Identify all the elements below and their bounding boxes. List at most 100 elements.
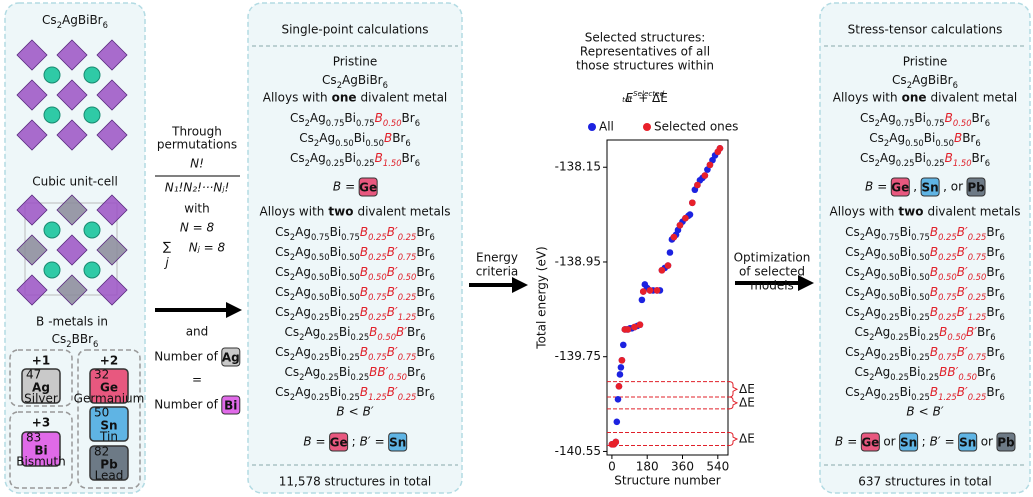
element-symbol: Ag xyxy=(295,385,311,399)
element-symbol: Cs xyxy=(42,13,57,27)
element-symbol: B xyxy=(72,332,80,346)
element-tile-box xyxy=(890,177,910,197)
element-symbol: B′ xyxy=(957,285,968,299)
element-number: 50 xyxy=(94,406,109,420)
element-symbol: Ag xyxy=(319,131,335,145)
y-axis-label: Total energy (eV) xyxy=(535,246,549,349)
element-symbol: Br xyxy=(416,285,429,299)
y-tick-label: -139.75 xyxy=(555,349,601,363)
formula: Cs2Ag0.75Bi0.75B0.25B′0.25Br6 xyxy=(845,225,1005,242)
element-card xyxy=(89,445,129,481)
panel-single-point xyxy=(247,2,463,494)
subscript: 0.25 xyxy=(968,232,987,242)
subscript: 0.25 xyxy=(896,158,915,168)
element-tile-symbol: Sn xyxy=(959,436,976,450)
subscript: 1.50 xyxy=(383,158,402,168)
atom xyxy=(83,66,101,84)
expression-text: = xyxy=(345,180,355,194)
expression-text: ; xyxy=(922,435,926,449)
element-symbol: Br xyxy=(986,385,999,399)
octahedron xyxy=(56,194,88,226)
subscript: 0.25 xyxy=(881,352,900,362)
expression-part: tot xyxy=(622,95,633,104)
element-symbol: B′ xyxy=(377,365,388,379)
subscript: 0.75 xyxy=(368,352,387,362)
subscript: 0.25 xyxy=(398,292,417,302)
subscript: 0.75 xyxy=(911,232,930,242)
element-symbol: B xyxy=(939,325,947,339)
element-symbol: Br xyxy=(416,225,429,239)
plot-frame xyxy=(606,139,729,456)
section-heading: divalent metal xyxy=(931,91,1018,105)
element-symbol: Cs xyxy=(275,305,290,319)
element-symbol: Bi xyxy=(900,225,912,239)
element-tile-box xyxy=(996,432,1016,452)
subscript: 0.25 xyxy=(911,392,930,402)
expression-text: < xyxy=(919,405,929,419)
element-symbol: Cs xyxy=(284,365,299,379)
label: = xyxy=(192,373,202,387)
subscript: 0.25 xyxy=(938,232,957,242)
element-symbol: Ag xyxy=(62,13,78,27)
subscript: 2 xyxy=(875,158,880,168)
section-heading: Alloys with xyxy=(263,91,328,105)
element-symbol: Br xyxy=(407,365,420,379)
formula: Cs2Ag0.25Bi0.25B0.25B′1.25Br6 xyxy=(845,305,1005,322)
subscript: 2 xyxy=(290,252,295,262)
subscript: 0.25 xyxy=(890,332,909,342)
plot-title: Selected structures: xyxy=(585,31,706,45)
element-symbol: B xyxy=(369,325,377,339)
label: j xyxy=(163,256,169,270)
y-tick-label: -138.15 xyxy=(555,160,601,174)
element-tile-box xyxy=(860,432,880,452)
subscript: 2 xyxy=(860,292,865,302)
subscript: 0.25 xyxy=(368,312,387,322)
data-point xyxy=(653,287,661,294)
expression-row: Alloys with one divalent metal xyxy=(833,91,1018,105)
subscript: 0.25 xyxy=(341,352,360,362)
element-tile-symbol: Sn xyxy=(922,181,939,195)
group-box xyxy=(77,349,141,489)
subscript: 0.50 xyxy=(377,332,396,342)
expression-text: = xyxy=(316,435,326,449)
element-name: Bismuth xyxy=(16,455,65,469)
subscript: 2 xyxy=(290,352,295,362)
subscript: 0.75 xyxy=(926,118,945,128)
subscript: 0.50 xyxy=(881,252,900,262)
element-symbol: Cs xyxy=(275,225,290,239)
element-symbol: B′ xyxy=(387,305,398,319)
panel-footer: 637 structures in total xyxy=(858,475,991,489)
expression-text: , xyxy=(913,180,917,194)
element-symbol: Ag xyxy=(310,151,326,165)
element-symbol: B′ xyxy=(387,245,398,259)
subscript: 6 xyxy=(415,158,420,168)
octahedron xyxy=(56,39,88,71)
element-tile-symbol: Ge xyxy=(861,436,879,450)
expression-text: B xyxy=(906,405,914,419)
section-heading: two xyxy=(898,205,923,219)
octahedron xyxy=(96,194,128,226)
element-symbol: B′ xyxy=(957,225,968,239)
x-tick-label: 360 xyxy=(671,460,694,474)
subscript: 6 xyxy=(430,232,435,242)
label: Energy xyxy=(476,251,518,265)
element-symbol: Ag xyxy=(889,131,905,145)
subscript: 0.50 xyxy=(905,138,924,148)
element-symbol: Bi xyxy=(928,73,940,87)
atom xyxy=(83,261,101,279)
plot-title: those structures within xyxy=(576,59,714,73)
label: with xyxy=(184,202,209,216)
formula: Cs2Ag0.25Bi0.25B1.50Br6 xyxy=(290,151,420,168)
element-symbol: Cs xyxy=(275,385,290,399)
element-symbol: Ag xyxy=(295,305,311,319)
data-point xyxy=(670,233,678,241)
element-symbol: Br xyxy=(402,111,415,125)
subscript: 2 xyxy=(860,252,865,262)
subscript: 0.75 xyxy=(968,352,987,362)
element-symbol: Cs xyxy=(322,73,337,87)
element-tile: Ge xyxy=(358,177,378,197)
section-heading: one xyxy=(332,91,357,105)
subscript: 6 xyxy=(1000,292,1005,302)
formula: Cs2Ag0.75Bi0.75B0.50Br6 xyxy=(290,111,420,128)
subscript: 6 xyxy=(430,292,435,302)
